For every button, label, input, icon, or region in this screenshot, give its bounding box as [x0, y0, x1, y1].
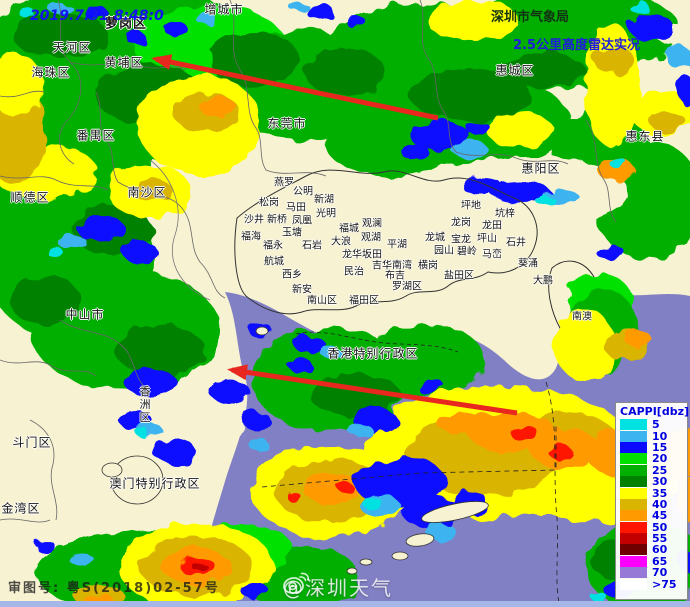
- legend-label: >75: [652, 577, 677, 591]
- legend-swatch: [620, 487, 647, 499]
- legend-label: 10: [652, 429, 668, 443]
- bottom-edge-strip: [0, 601, 690, 607]
- legend-row: 45: [620, 509, 685, 523]
- legend-row: >75: [620, 577, 685, 591]
- legend-label: 30: [652, 475, 668, 489]
- legend-rows: 5 10 15 20 25 30 35 40 45 50 55 60 65 70 >75: [620, 419, 685, 590]
- legend-swatch: [620, 510, 647, 522]
- legend-row: 10: [620, 429, 685, 443]
- red-arrow: [227, 364, 518, 416]
- boundary-layer: [0, 0, 617, 607]
- legend-label: 25: [652, 463, 668, 477]
- shenzhen-border: [234, 169, 538, 315]
- legend-swatch: [620, 441, 647, 453]
- legend-row: 40: [620, 497, 685, 511]
- legend-label: 5: [652, 418, 660, 432]
- legend-swatch: [620, 521, 647, 533]
- islands-layer: [101, 326, 489, 575]
- legend-panel: CAPPI[dbz] 5 10 15 20 25 30 35 40 45 50 55 60 65 70 >7…: [615, 402, 690, 600]
- legend-row: 50: [620, 520, 685, 534]
- legend-label: 55: [652, 532, 668, 546]
- legend-row: 60: [620, 543, 685, 557]
- legend-label: 65: [652, 554, 668, 568]
- legend-row: 55: [620, 532, 685, 546]
- legend-label: 15: [652, 440, 668, 454]
- red-arrow: [151, 54, 439, 121]
- legend-label: 50: [652, 520, 668, 534]
- legend-label: 70: [652, 566, 668, 580]
- legend-swatch: [620, 567, 647, 579]
- legend-swatch: [620, 430, 647, 442]
- legend-row: 70: [620, 566, 685, 580]
- legend-row: 65: [620, 554, 685, 568]
- annotation-arrows: [151, 54, 518, 416]
- legend-swatch: [620, 453, 647, 465]
- legend-swatch: [620, 476, 647, 488]
- legend-swatch: [620, 533, 647, 545]
- legend-row: 35: [620, 486, 685, 500]
- legend-swatch: [620, 464, 647, 476]
- legend-swatch: [620, 419, 647, 431]
- legend-label: 60: [652, 543, 668, 557]
- legend-row: 5: [620, 418, 685, 432]
- legend-row: 20: [620, 452, 685, 466]
- legend-swatch: [620, 578, 647, 590]
- legend-label: 40: [652, 497, 668, 511]
- legend-row: 25: [620, 463, 685, 477]
- legend-row: 30: [620, 475, 685, 489]
- legend-label: 20: [652, 452, 668, 466]
- legend-swatch: [620, 498, 647, 510]
- legend-swatch: [620, 544, 647, 556]
- legend-label: 45: [652, 509, 668, 523]
- legend-label: 35: [652, 486, 668, 500]
- legend-row: 15: [620, 440, 685, 454]
- legend-swatch: [620, 555, 647, 567]
- legend-title: CAPPI[dbz]: [620, 405, 690, 418]
